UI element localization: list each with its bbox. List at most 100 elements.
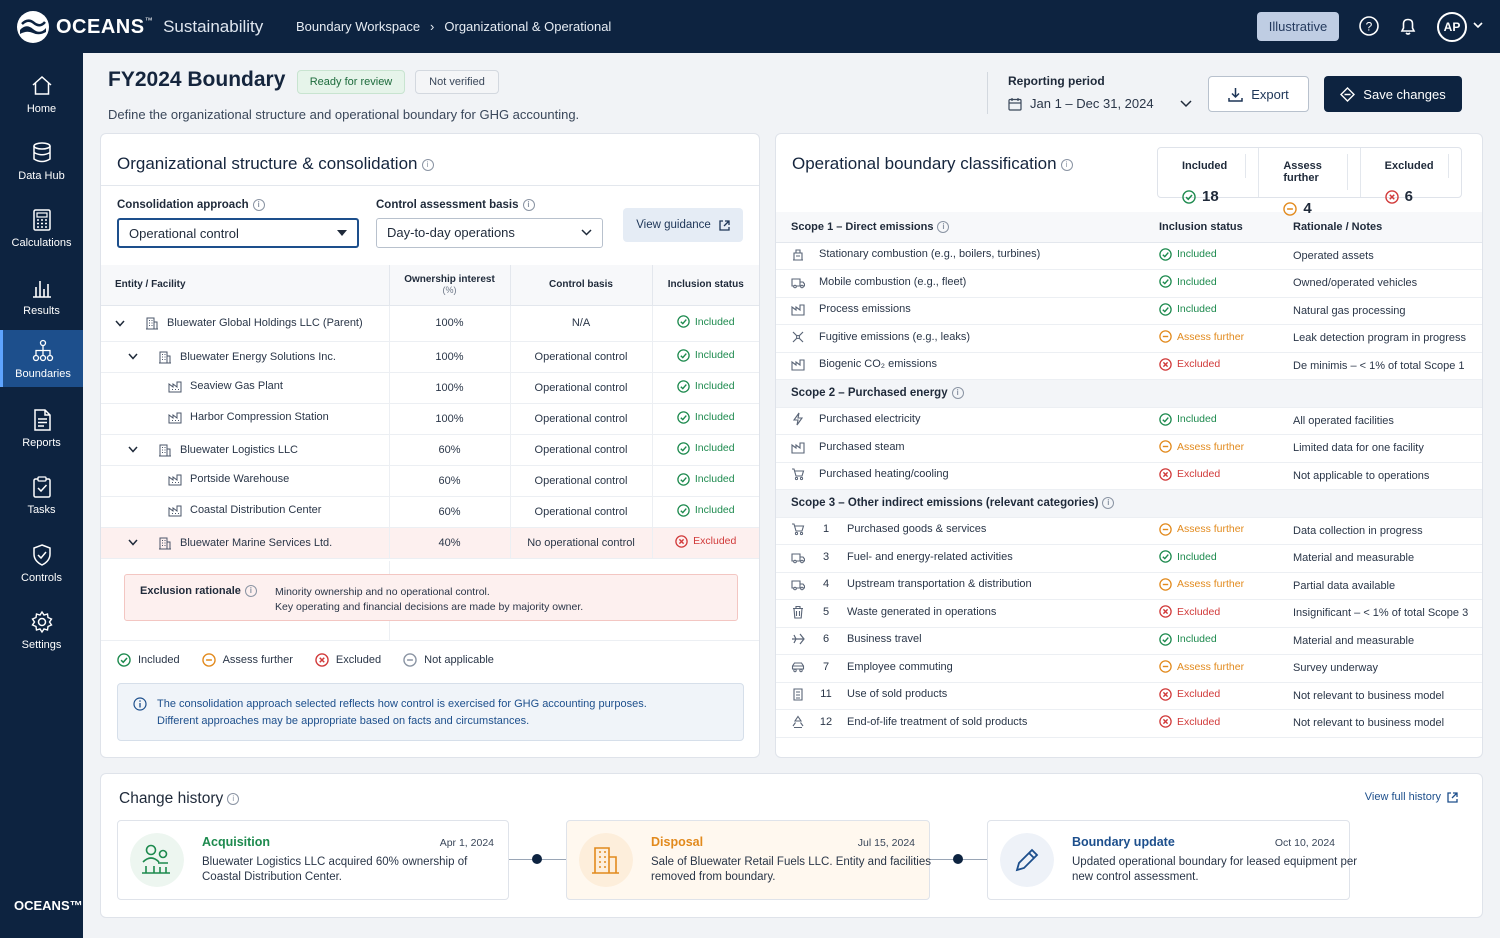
category-name: Fuel- and energy-related activities	[847, 550, 1013, 563]
x-circle-icon	[1159, 605, 1172, 618]
illustrative-badge[interactable]: Illustrative	[1257, 12, 1339, 41]
exclusion-rationale-label: Exclusion rationale i	[140, 585, 257, 598]
rationale-cell: Not relevant to business model	[1293, 682, 1482, 710]
classification-row[interactable]: 5 Waste generated in operations Excluded …	[776, 599, 1482, 628]
entity-row[interactable]: Bluewater Energy Solutions Inc. 100% Ope…	[101, 341, 759, 373]
info-icon[interactable]: i	[937, 220, 950, 233]
ownership-cell: 100%	[389, 341, 511, 373]
info-icon[interactable]: i	[244, 585, 257, 598]
exclusion-rationale-text: Minority ownership and no operational co…	[275, 585, 583, 615]
info-icon[interactable]: i	[522, 199, 535, 211]
sidebar-item-boundaries[interactable]: Boundaries	[0, 330, 83, 387]
control-basis-select[interactable]: Day-to-day operations	[376, 218, 603, 248]
info-icon[interactable]: i	[1102, 497, 1115, 510]
classification-row[interactable]: Purchased electricity Included All opera…	[776, 407, 1482, 435]
classification-row[interactable]: 7 Employee commuting Assess further Surve…	[776, 654, 1482, 683]
bell-icon[interactable]	[1397, 15, 1419, 37]
chevron-down-icon[interactable]	[128, 446, 138, 453]
breadcrumb-workspace[interactable]: Boundary Workspace	[296, 19, 421, 34]
sidebar-item-data-hub[interactable]: Data Hub	[0, 132, 83, 190]
inclusion-status-label: Included	[1177, 413, 1217, 426]
sidebar-item-tasks[interactable]: Tasks	[0, 466, 83, 524]
inclusion-status: Assess further	[1159, 578, 1244, 591]
export-button[interactable]: Export	[1208, 76, 1309, 112]
classification-row[interactable]: Stationary combustion (e.g., boilers, tu…	[776, 242, 1482, 270]
sidebar-item-controls[interactable]: Controls	[0, 534, 83, 592]
consolidation-select[interactable]: Operational control	[117, 218, 359, 248]
entity-name: Bluewater Logistics LLC	[180, 443, 299, 456]
info-icon[interactable]: i	[951, 387, 964, 400]
app-logo[interactable]: OCEANS™ Sustainability	[16, 10, 263, 44]
chevron-down-icon[interactable]	[1473, 22, 1483, 30]
entity-row[interactable]: Harbor Compression Station 100% Operatio…	[101, 403, 759, 435]
inclusion-status: Included	[677, 503, 735, 517]
inclusion-status: Included	[677, 315, 735, 328]
status-legend: Included Assess further Excluded Not applic…	[117, 653, 494, 667]
history-card-boundary-update[interactable]: Boundary update Oct 10, 2024 Updated ope…	[987, 820, 1357, 900]
save-changes-button[interactable]: Save changes	[1324, 76, 1462, 112]
legend-item: Excluded	[315, 653, 381, 667]
classification-row[interactable]: Process emissions Included Natural gas p…	[776, 297, 1482, 325]
classification-row[interactable]: Mobile combustion (e.g., fleet) Included…	[776, 269, 1482, 298]
classification-row[interactable]: 1 Purchased goods & services Assess furth…	[776, 517, 1482, 545]
classification-row[interactable]: 11 Use of sold products Excluded Not rele…	[776, 682, 1482, 710]
view-guidance-button[interactable]: View guidance	[623, 208, 743, 242]
history-card-acquisition[interactable]: Acquisition Apr 1, 2024 Bluewater Logist…	[117, 820, 509, 900]
sidebar-item-results[interactable]: Results	[0, 267, 83, 325]
history-title: Change history i	[119, 790, 240, 808]
summary-label: Excluded	[1373, 154, 1449, 178]
classification-row[interactable]: 4 Upstream transportation & distribution …	[776, 572, 1482, 600]
category-name: Biogenic CO₂ emissions	[819, 358, 937, 371]
info-circle-icon	[133, 697, 147, 711]
sidebar-item-settings[interactable]: Settings	[0, 601, 83, 659]
inclusion-status-label: Excluded	[1177, 715, 1221, 728]
sidebar-item-home[interactable]: Home	[0, 65, 83, 123]
entity-row[interactable]: Portside Warehouse 60% Operational contr…	[101, 465, 759, 497]
sidebar-item-reports[interactable]: Reports	[0, 399, 83, 457]
history-card-disposal[interactable]: Disposal Jul 15, 2024 Sale of Bluewater …	[566, 820, 931, 900]
sidebar-item-calculations[interactable]: Calculations	[0, 199, 83, 257]
chevron-down-icon[interactable]	[115, 320, 125, 327]
inclusion-status: Included	[1159, 413, 1217, 426]
user-avatar[interactable]: AP	[1437, 12, 1467, 42]
chevron-down-icon[interactable]	[128, 539, 138, 546]
classification-row[interactable]: Purchased heating/cooling Excluded Not a…	[776, 462, 1482, 490]
entity-row[interactable]: Coastal Distribution Center 60% Operatio…	[101, 496, 759, 528]
inclusion-status: Excluded	[1159, 468, 1220, 481]
help-icon[interactable]: ?	[1358, 15, 1380, 37]
entity-row[interactable]: Bluewater Global Holdings LLC (Parent) 1…	[101, 305, 759, 342]
classification-row[interactable]: 6 Business travel Included Material and m…	[776, 627, 1482, 655]
classification-row[interactable]: Fugitive emissions (e.g., leaks) Assess …	[776, 324, 1482, 353]
entity-row[interactable]: Seaview Gas Plant 100% Operational contr…	[101, 372, 759, 404]
col-status: Inclusion status	[652, 265, 759, 306]
inclusion-status-label: Excluded	[1177, 468, 1221, 481]
entity-row[interactable]: Bluewater Marine Services Ltd. 40% No op…	[101, 527, 759, 559]
info-icon[interactable]: i	[1060, 158, 1073, 171]
truck-icon	[791, 278, 805, 289]
entity-row[interactable]: Bluewater Logistics LLC 60% Operational …	[101, 434, 759, 466]
chevron-down-icon[interactable]	[128, 353, 138, 360]
rationale-cell: De minimis – < 1% of total Scope 1	[1293, 352, 1482, 380]
inclusion-status: Included	[677, 472, 735, 486]
classification-row[interactable]: Purchased steam Assess further Limited d…	[776, 434, 1482, 463]
inclusion-status-label: Excluded	[1177, 358, 1221, 371]
info-icon[interactable]: i	[421, 158, 434, 171]
factory-icon	[791, 359, 805, 371]
classification-row[interactable]: 12 End-of-life treatment of sold products…	[776, 709, 1482, 738]
classification-row[interactable]: Biogenic CO₂ emissions Excluded De minim…	[776, 352, 1482, 380]
info-icon[interactable]: i	[252, 199, 265, 211]
entity-name: Harbor Compression Station	[190, 411, 329, 423]
classification-row[interactable]: 3 Fuel- and energy-related activities Inc…	[776, 544, 1482, 573]
x-circle-icon	[1159, 715, 1172, 728]
col-ownership-label: Ownership interest	[404, 274, 495, 286]
col-entity: Entity / Facility	[101, 265, 390, 306]
inclusion-status: Assess further	[1159, 440, 1244, 453]
view-full-history-link[interactable]: View full history	[1365, 791, 1458, 803]
category-number: 11	[820, 688, 832, 701]
category-name: Business travel	[847, 633, 922, 646]
inclusion-status-label: Included	[694, 442, 735, 454]
legend-item: Not applicable	[403, 653, 494, 667]
info-icon[interactable]: i	[227, 792, 240, 805]
reporting-period-select[interactable]: Jan 1 – Dec 31, 2024	[1008, 96, 1192, 111]
history-title: Acquisition	[202, 835, 271, 849]
